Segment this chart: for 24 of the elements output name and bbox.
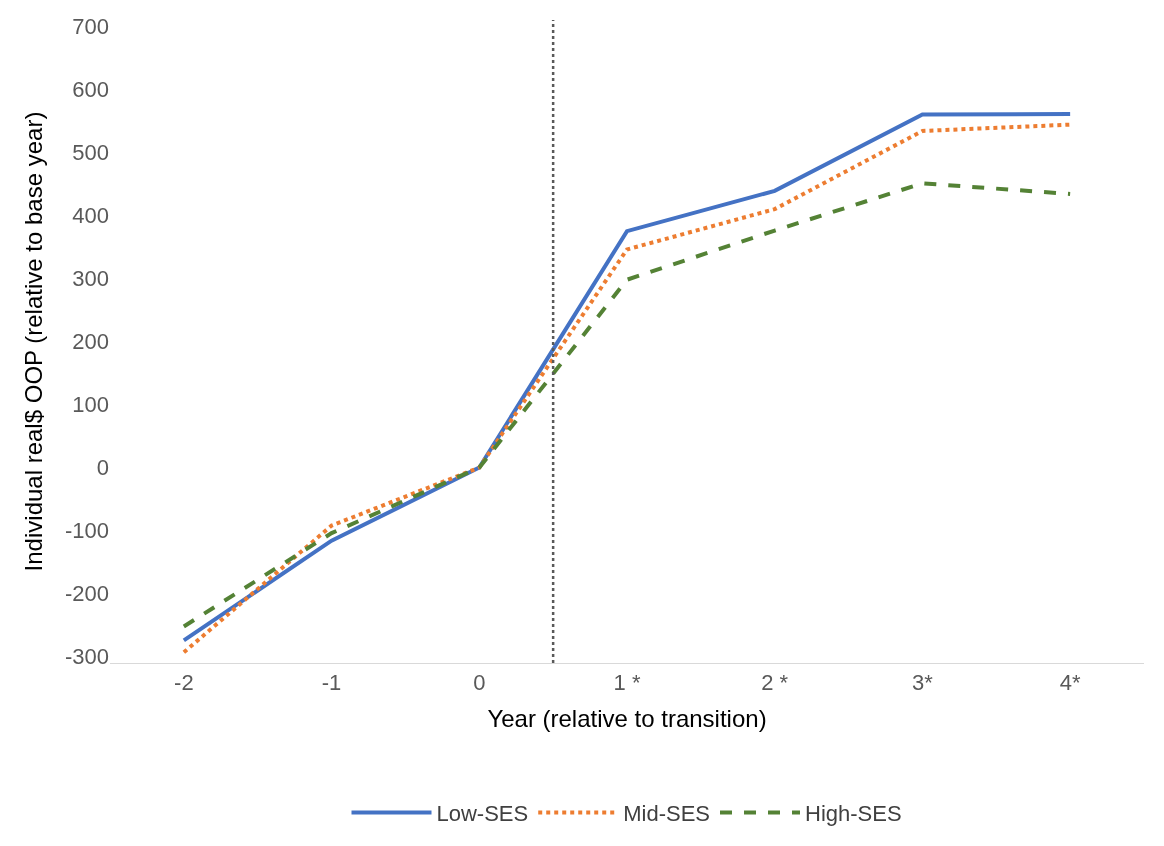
y-tick-label: -200 bbox=[64, 581, 109, 607]
x-tick-label: 3* bbox=[912, 670, 934, 696]
x-tick-label: -2 bbox=[174, 670, 194, 696]
y-tick-label: 300 bbox=[72, 266, 109, 292]
x-tick-label: 0 bbox=[473, 670, 486, 696]
y-axis-title: Individual real$ OOP (relative to base year) bbox=[20, 111, 48, 572]
line-series bbox=[181, 181, 1073, 629]
y-tick-label: 600 bbox=[72, 77, 109, 103]
y-tick-label: 200 bbox=[72, 329, 109, 355]
y-tick-label: 0 bbox=[96, 455, 109, 481]
y-tick-label: -100 bbox=[64, 518, 109, 544]
y-tick-label: 700 bbox=[72, 14, 109, 39]
x-tick-label: 1 * bbox=[613, 670, 641, 696]
y-tick-label: 500 bbox=[72, 140, 109, 166]
legend-label: Mid-SES bbox=[623, 800, 711, 826]
y-tick-label: 100 bbox=[72, 392, 109, 418]
legend-label: Low-SES bbox=[436, 800, 529, 826]
y-tick-label: -300 bbox=[64, 644, 109, 670]
y-tick-label: 400 bbox=[72, 203, 109, 229]
x-tick-label: -1 bbox=[321, 670, 342, 696]
legend-label: High-SES bbox=[805, 800, 902, 826]
x-tick-label: 4* bbox=[1059, 670, 1081, 696]
x-axis-title: Year (relative to transition) bbox=[487, 704, 767, 732]
x-tick-label: 2 * bbox=[761, 670, 789, 696]
